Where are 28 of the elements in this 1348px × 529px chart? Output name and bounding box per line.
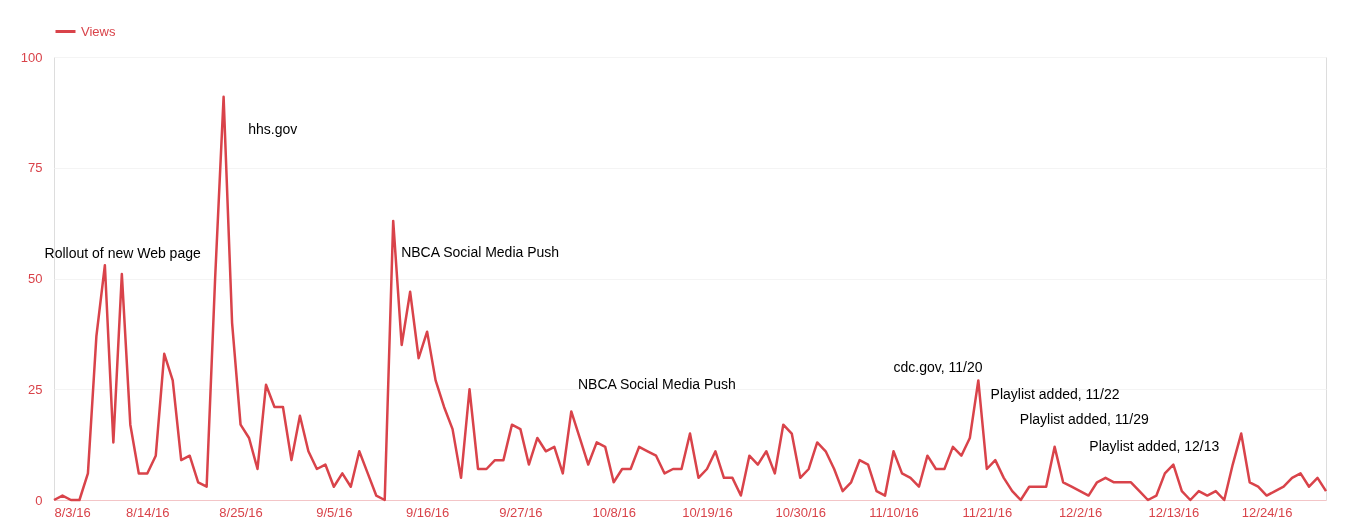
y-tick-label: 50: [28, 271, 43, 286]
annotation: Playlist added, 11/29: [1019, 411, 1149, 428]
x-tick-label: 8/14/16: [126, 504, 170, 520]
x-tick-label: 9/27/16: [499, 504, 543, 520]
legend-label: Views: [81, 23, 116, 39]
annotation: NBCA Social Media Push: [401, 243, 560, 260]
x-tick-label: 12/13/16: [1148, 504, 1200, 520]
annotation: cdc.gov, 11/20: [893, 359, 983, 376]
x-tick-label: 11/10/16: [869, 504, 919, 520]
annotation: hhs.gov: [248, 120, 298, 137]
x-tick-label: 12/24/16: [1241, 504, 1293, 520]
x-tick-label: 10/8/16: [592, 504, 636, 520]
y-tick-label: 75: [28, 160, 43, 176]
y-tick-label: 0: [35, 492, 43, 508]
annotation: NBCA Social Media Push: [577, 376, 736, 393]
y-tick-label: 100: [20, 49, 43, 65]
x-tick-label: 12/2/16: [1058, 504, 1103, 520]
y-tick-label: 25: [28, 381, 43, 397]
annotation: Playlist added, 12/13: [1089, 438, 1220, 455]
x-tick-label: 9/5/16: [316, 504, 353, 520]
x-tick-label: 11/21/16: [962, 504, 1013, 520]
x-tick-label: 10/19/16: [682, 504, 733, 520]
x-tick-label: 9/16/16: [405, 504, 450, 520]
annotation: Rollout of new Web page: [44, 244, 201, 261]
annotation: Playlist added, 11/22: [990, 386, 1120, 403]
x-tick-label: 8/25/16: [219, 504, 263, 520]
x-tick-label: 8/3/16: [54, 504, 91, 520]
x-tick-label: 10/30/16: [775, 504, 827, 520]
